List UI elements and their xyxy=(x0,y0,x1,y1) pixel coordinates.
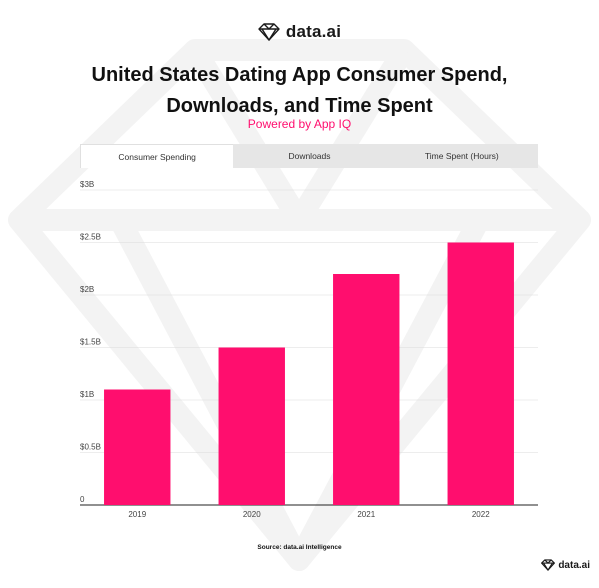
bar-2019 xyxy=(104,389,171,505)
brand-name: data.ai xyxy=(285,22,342,41)
y-tick-label: $1.5B xyxy=(80,338,101,347)
y-tick-label: $1B xyxy=(80,390,94,399)
diamond-logo-icon xyxy=(258,23,280,41)
brand-footer: data.ai xyxy=(541,559,590,571)
metric-tabs: Consumer Spending Downloads Time Spent (… xyxy=(80,144,538,168)
y-tick-label: $3B xyxy=(80,180,94,189)
y-tick-label: $0.5B xyxy=(80,443,101,452)
x-tick-label: 2021 xyxy=(357,510,375,519)
bar-2020 xyxy=(218,347,285,505)
page-title: United States Dating App Consumer Spend,… xyxy=(91,64,508,117)
x-tick-label: 2022 xyxy=(472,510,490,519)
tab-time-spent[interactable]: Time Spent (Hours) xyxy=(385,144,538,168)
bar-2021 xyxy=(333,274,400,505)
tab-consumer-spending[interactable]: Consumer Spending xyxy=(80,144,234,168)
x-tick-label: 2019 xyxy=(128,510,146,519)
brand-name-footer: data.ai xyxy=(558,559,590,571)
brand-header: data.ai xyxy=(0,22,599,42)
page-subtitle: Powered by App IQ xyxy=(247,117,352,131)
diamond-logo-small-icon xyxy=(541,559,556,571)
y-tick-label: $2B xyxy=(80,285,94,294)
y-tick-label: $2.5B xyxy=(80,233,101,242)
tab-downloads[interactable]: Downloads xyxy=(233,144,386,168)
source-note: Source: data.ai Intelligence xyxy=(257,544,342,551)
bar-2022 xyxy=(447,242,514,505)
x-tick-label: 2020 xyxy=(243,510,261,519)
y-tick-label: 0 xyxy=(80,495,85,504)
